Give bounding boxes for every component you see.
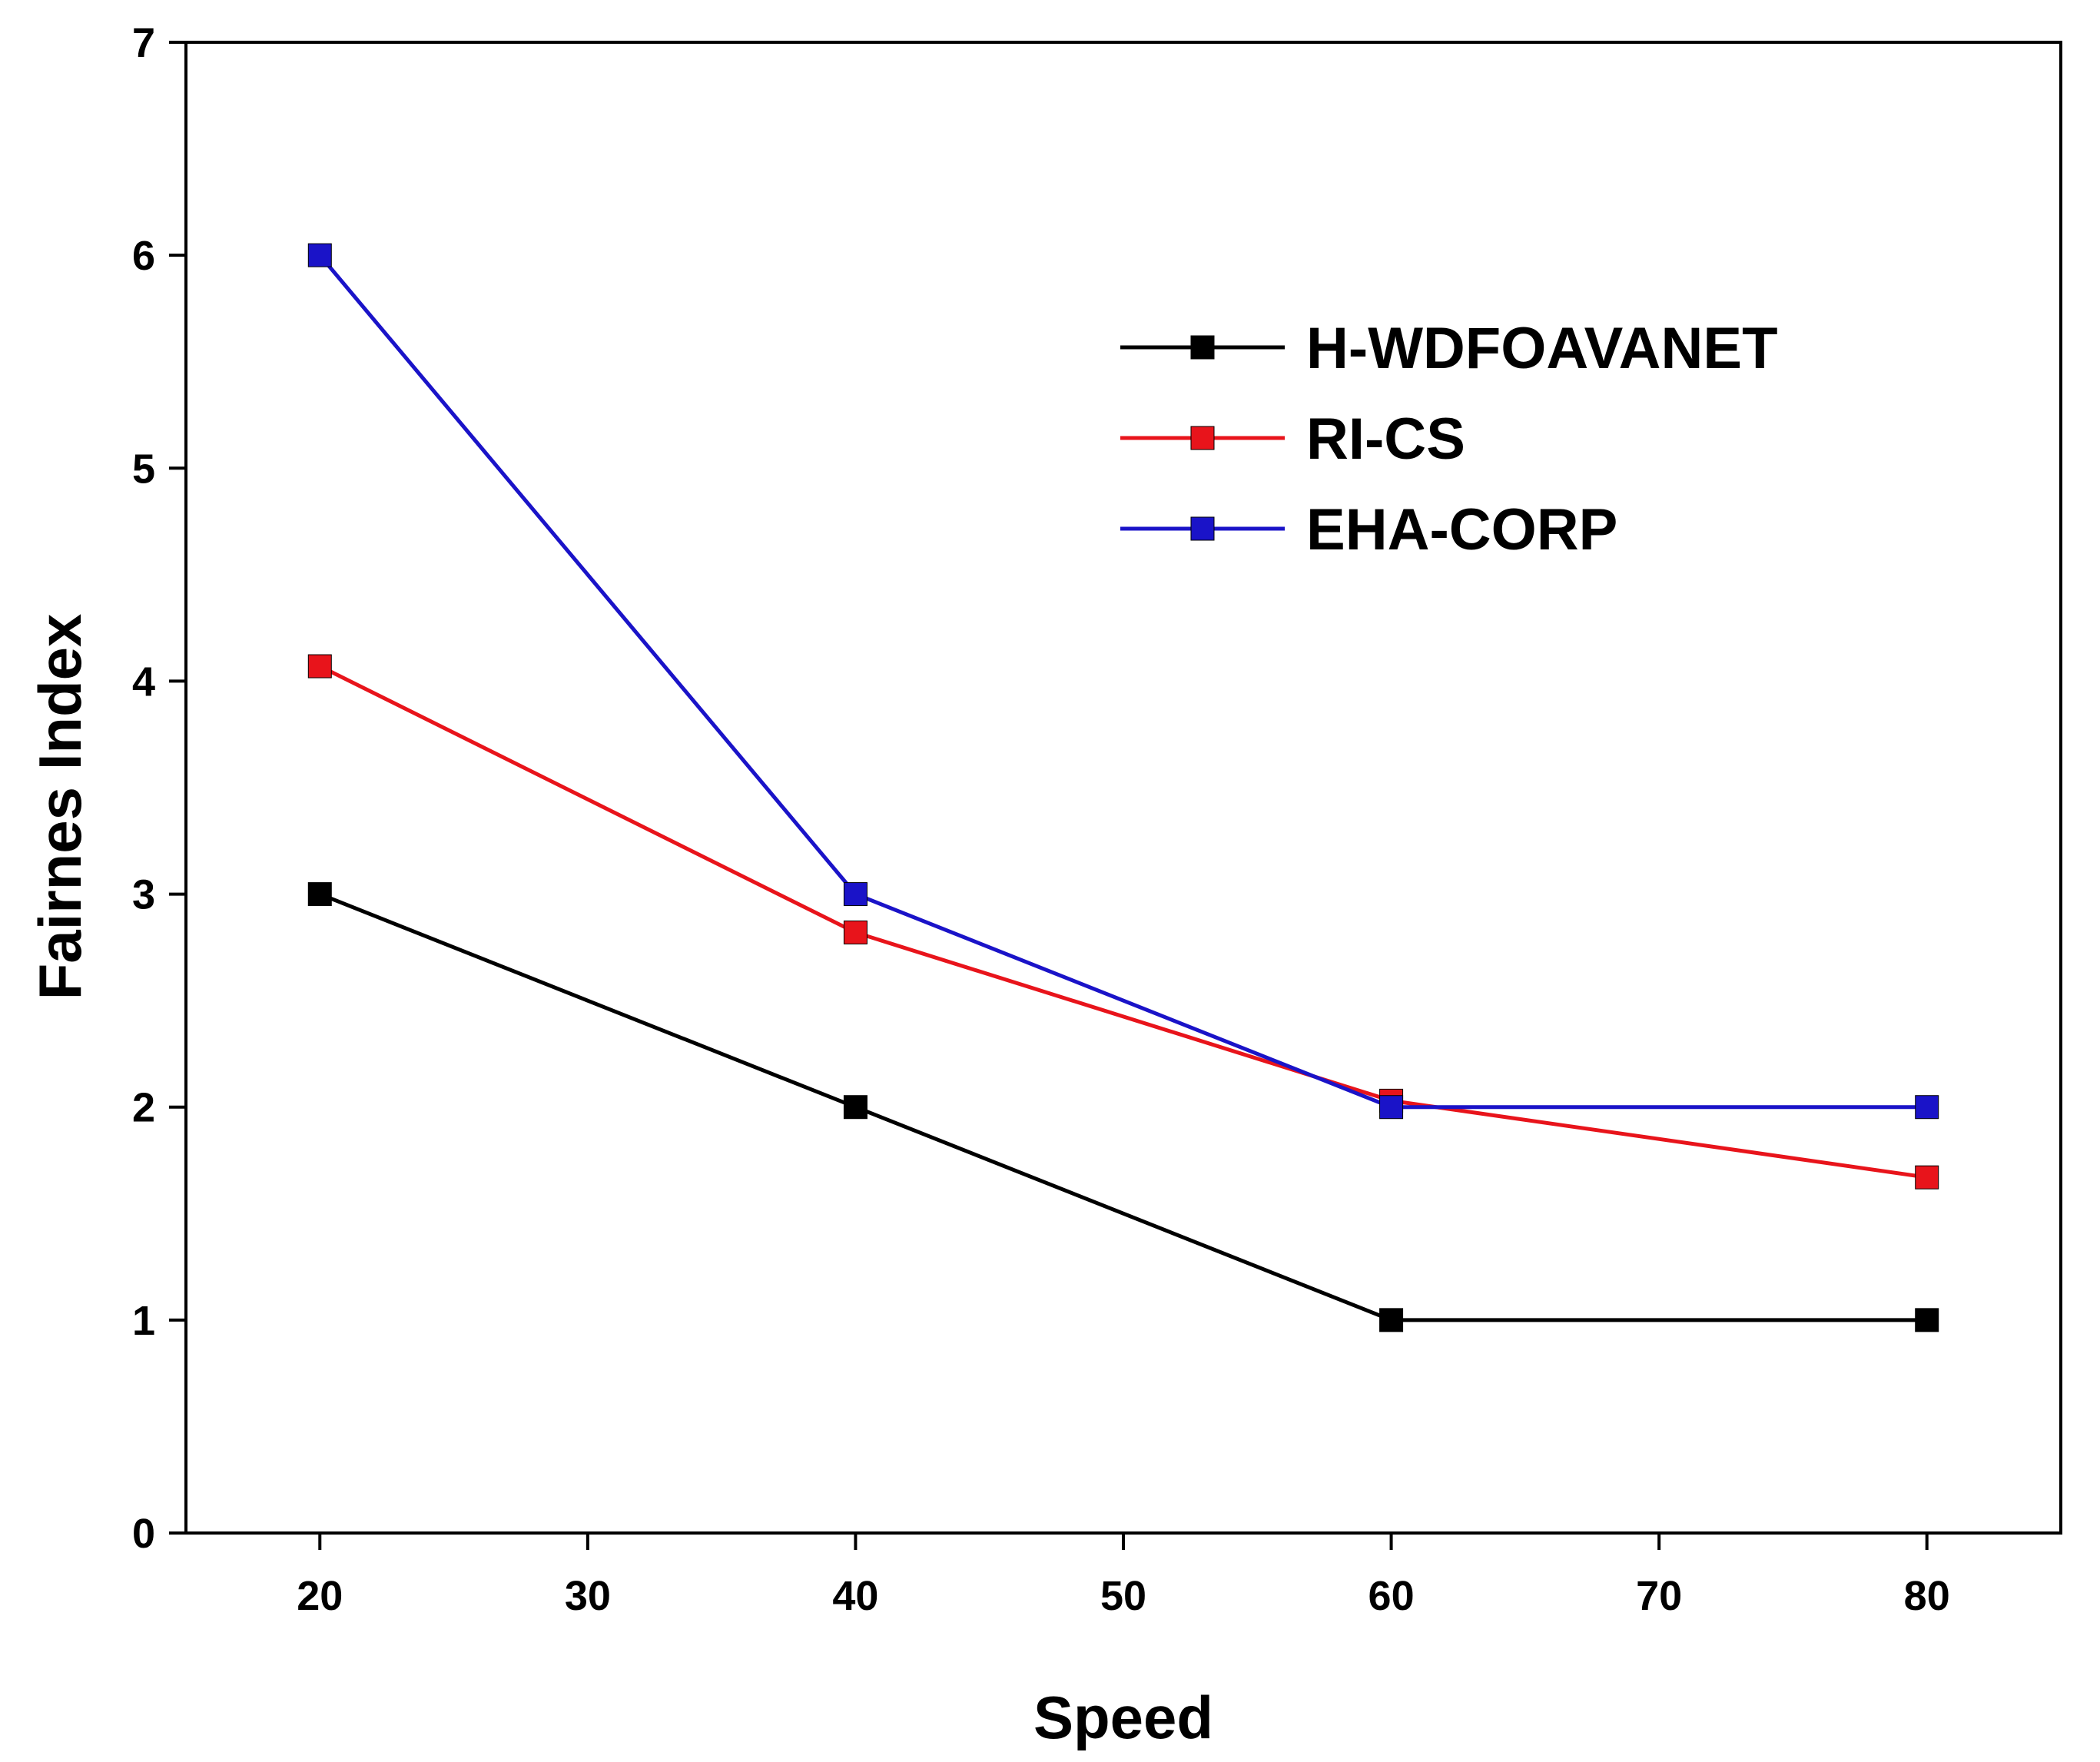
y-tick-label: 7 <box>132 20 155 66</box>
plot-frame <box>184 41 2062 1535</box>
y-tick-label: 0 <box>132 1511 155 1557</box>
data-point <box>307 243 332 267</box>
legend-swatch-marker <box>1190 426 1215 450</box>
series-line <box>319 892 1927 1322</box>
legend: H-WDFOAVANET RI-CS EHA-CORP <box>1120 316 1778 562</box>
data-point <box>307 882 332 907</box>
y-tick-label: 6 <box>132 233 155 279</box>
legend-item: H-WDFOAVANET <box>1120 316 1778 381</box>
y-axis-ticks: 0 1 2 3 4 5 6 7 <box>132 20 186 1557</box>
data-point <box>307 654 332 679</box>
series-line <box>318 254 1927 1110</box>
y-axis-title: Fairnes Index <box>26 614 94 1000</box>
x-tick-label: 60 <box>1368 1573 1415 1619</box>
data-point <box>1915 1308 1939 1332</box>
legend-label: RI-CS <box>1306 406 1465 472</box>
y-tick-label: 2 <box>132 1085 155 1131</box>
series-eha-corp <box>307 243 1939 1120</box>
x-tick-label: 80 <box>1904 1573 1950 1619</box>
data-point <box>1379 1308 1404 1332</box>
x-tick-label: 20 <box>297 1573 343 1619</box>
legend-swatch-marker <box>1190 335 1215 360</box>
plot-border <box>184 41 2062 1535</box>
x-tick-label: 40 <box>832 1573 878 1619</box>
data-point <box>1915 1095 1939 1120</box>
data-point <box>843 882 868 907</box>
data-point <box>843 1095 868 1120</box>
series-layer <box>307 243 1939 1332</box>
series-h-wdfoavanet <box>307 882 1939 1332</box>
legend-swatch-marker <box>1190 516 1215 541</box>
legend-label: H-WDFOAVANET <box>1306 316 1778 381</box>
x-tick-label: 70 <box>1636 1573 1682 1619</box>
y-tick-label: 1 <box>132 1298 155 1344</box>
x-axis-title: Speed <box>1033 1684 1213 1751</box>
legend-item: RI-CS <box>1120 406 1465 472</box>
x-tick-label: 30 <box>565 1573 611 1619</box>
legend-label: EHA-CORP <box>1306 497 1617 562</box>
data-point <box>1915 1165 1939 1190</box>
y-tick-label: 4 <box>132 659 155 705</box>
x-axis-ticks: 20 30 40 50 60 70 80 <box>297 1533 1950 1619</box>
data-point <box>843 920 868 944</box>
y-tick-label: 3 <box>132 872 155 918</box>
data-point <box>1379 1095 1404 1120</box>
series-line <box>319 664 1928 1180</box>
y-tick-label: 5 <box>132 446 155 492</box>
x-tick-label: 50 <box>1100 1573 1146 1619</box>
legend-item: EHA-CORP <box>1120 497 1617 562</box>
